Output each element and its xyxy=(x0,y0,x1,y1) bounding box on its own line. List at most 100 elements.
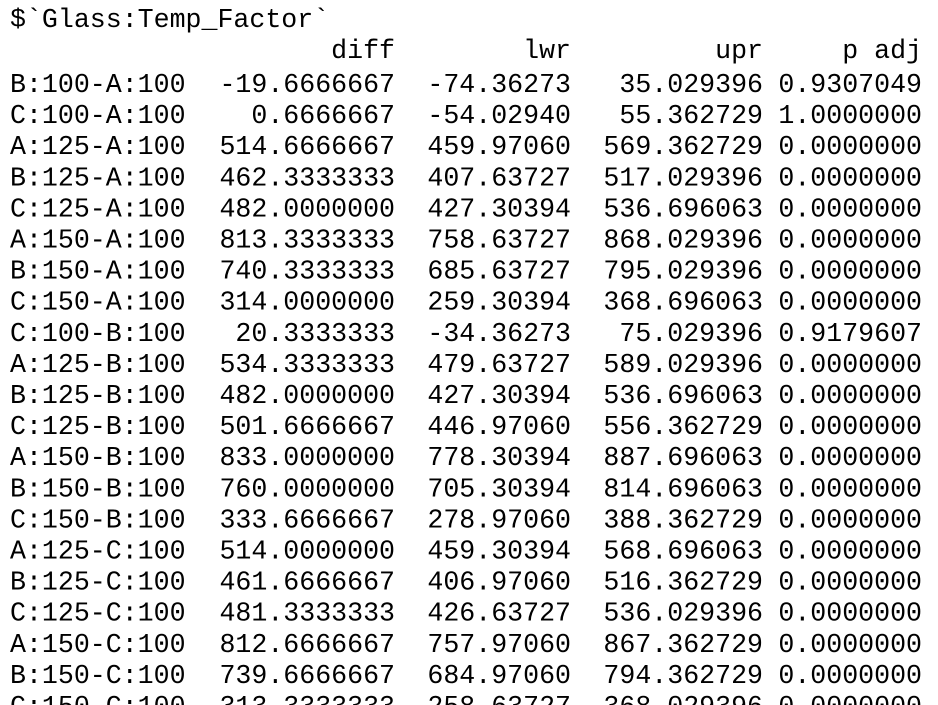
row-label: B:125-A:100 xyxy=(10,163,186,193)
cell-value: 812.6666667 xyxy=(219,630,395,660)
cell-value: 534.3333333 xyxy=(219,350,395,380)
cell-value: 0.0000000 xyxy=(778,194,922,224)
cell-value: 705.30394 xyxy=(427,474,571,504)
column-header: upr xyxy=(715,36,763,66)
cell-value: 0.0000000 xyxy=(778,226,922,256)
cell-value: 0.0000000 xyxy=(778,505,922,535)
cell-value: 1.0000000 xyxy=(778,101,922,131)
cell-value: 314.0000000 xyxy=(219,288,395,318)
cell-value: 313.3333333 xyxy=(219,692,395,705)
row-label: B:150-A:100 xyxy=(10,257,186,287)
console-title: $`Glass:Temp_Factor` xyxy=(10,5,329,35)
cell-value: 75.029396 xyxy=(619,319,763,349)
cell-value: 368.029396 xyxy=(603,692,763,705)
row-label: B:125-B:100 xyxy=(10,381,186,411)
cell-value: 760.0000000 xyxy=(219,474,395,504)
cell-value: 482.0000000 xyxy=(219,194,395,224)
cell-value: 514.6666667 xyxy=(219,132,395,162)
cell-value: 0.0000000 xyxy=(778,412,922,442)
cell-value: 514.0000000 xyxy=(219,537,395,567)
cell-value: 0.0000000 xyxy=(778,163,922,193)
cell-value: -54.02940 xyxy=(427,101,571,131)
cell-value: 740.3333333 xyxy=(219,257,395,287)
cell-value: 867.362729 xyxy=(603,630,763,660)
cell-value: 0.0000000 xyxy=(778,257,922,287)
cell-value: 426.63727 xyxy=(427,599,571,629)
cell-value: 0.0000000 xyxy=(778,350,922,380)
cell-value: 55.362729 xyxy=(619,101,763,131)
cell-value: 0.0000000 xyxy=(778,443,922,473)
cell-value: 479.63727 xyxy=(427,350,571,380)
row-label: B:150-B:100 xyxy=(10,474,186,504)
cell-value: 814.696063 xyxy=(603,474,763,504)
row-label: C:150-B:100 xyxy=(10,505,186,535)
cell-value: 501.6666667 xyxy=(219,412,395,442)
row-label: A:125-C:100 xyxy=(10,537,186,567)
cell-value: 833.0000000 xyxy=(219,443,395,473)
column-header: lwr xyxy=(523,36,571,66)
row-label: B:100-A:100 xyxy=(10,70,186,100)
cell-value: 739.6666667 xyxy=(219,661,395,691)
cell-value: 0.0000000 xyxy=(778,288,922,318)
cell-value: 20.3333333 xyxy=(235,319,395,349)
cell-value: 0.0000000 xyxy=(778,537,922,567)
cell-value: 685.63727 xyxy=(427,257,571,287)
cell-value: 459.97060 xyxy=(427,132,571,162)
cell-value: 368.696063 xyxy=(603,288,763,318)
cell-value: 758.63727 xyxy=(427,226,571,256)
cell-value: 0.0000000 xyxy=(778,630,922,660)
cell-value: 536.696063 xyxy=(603,194,763,224)
cell-value: 0.6666667 xyxy=(251,101,395,131)
cell-value: -19.6666667 xyxy=(219,70,395,100)
column-header: p adj xyxy=(842,36,922,66)
row-label: C:125-C:100 xyxy=(10,599,186,629)
cell-value: 516.362729 xyxy=(603,568,763,598)
cell-value: 887.696063 xyxy=(603,443,763,473)
row-label: A:150-C:100 xyxy=(10,630,186,660)
cell-value: 517.029396 xyxy=(603,163,763,193)
cell-value: 556.362729 xyxy=(603,412,763,442)
row-label: B:125-C:100 xyxy=(10,568,186,598)
cell-value: 406.97060 xyxy=(427,568,571,598)
cell-value: 589.029396 xyxy=(603,350,763,380)
cell-value: 258.63727 xyxy=(427,692,571,705)
cell-value: 778.30394 xyxy=(427,443,571,473)
cell-value: 868.029396 xyxy=(603,226,763,256)
cell-value: 0.0000000 xyxy=(778,474,922,504)
cell-value: -74.36273 xyxy=(427,70,571,100)
cell-value: 446.97060 xyxy=(427,412,571,442)
row-label: C:150-A:100 xyxy=(10,288,186,318)
cell-value: 0.0000000 xyxy=(778,381,922,411)
cell-value: 427.30394 xyxy=(427,381,571,411)
cell-value: 0.0000000 xyxy=(778,132,922,162)
cell-value: 794.362729 xyxy=(603,661,763,691)
cell-value: 536.029396 xyxy=(603,599,763,629)
cell-value: 481.3333333 xyxy=(219,599,395,629)
cell-value: 813.3333333 xyxy=(219,226,395,256)
cell-value: 35.029396 xyxy=(619,70,763,100)
cell-value: 462.3333333 xyxy=(219,163,395,193)
cell-value: 388.362729 xyxy=(603,505,763,535)
cell-value: 259.30394 xyxy=(427,288,571,318)
cell-value: 461.6666667 xyxy=(219,568,395,598)
cell-value: 0.0000000 xyxy=(778,661,922,691)
cell-value: 0.0000000 xyxy=(778,692,922,705)
cell-value: 0.0000000 xyxy=(778,568,922,598)
cell-value: 407.63727 xyxy=(427,163,571,193)
cell-value: -34.36273 xyxy=(427,319,571,349)
row-label: A:150-B:100 xyxy=(10,443,186,473)
row-label: C:150-C:100 xyxy=(10,692,186,705)
cell-value: 568.696063 xyxy=(603,537,763,567)
row-label: A:150-A:100 xyxy=(10,226,186,256)
cell-value: 0.0000000 xyxy=(778,599,922,629)
row-label: B:150-C:100 xyxy=(10,661,186,691)
cell-value: 278.97060 xyxy=(427,505,571,535)
column-header: diff xyxy=(331,36,395,66)
cell-value: 0.9307049 xyxy=(778,70,922,100)
cell-value: 0.9179607 xyxy=(778,319,922,349)
cell-value: 795.029396 xyxy=(603,257,763,287)
cell-value: 459.30394 xyxy=(427,537,571,567)
row-label: C:100-B:100 xyxy=(10,319,186,349)
cell-value: 333.6666667 xyxy=(219,505,395,535)
